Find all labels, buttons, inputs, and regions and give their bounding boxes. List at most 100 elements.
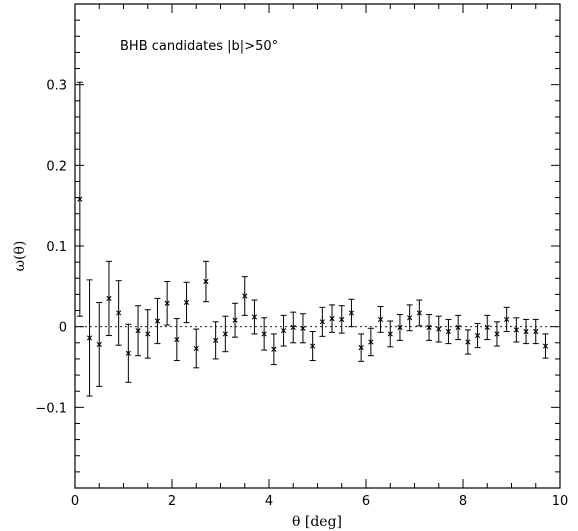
data-point [377,306,384,333]
data-point [76,81,83,317]
data-point [241,276,248,316]
data-point [493,321,500,347]
point-marker [86,335,93,341]
point-marker [358,345,364,351]
point-marker [164,300,170,306]
data-point [202,260,209,303]
chart-annotation: BHB candidates |b|>50° [120,39,278,54]
point-marker [348,310,355,316]
y-tick-label: 0.1 [46,240,67,255]
point-marker [242,293,248,299]
y-tick-label: 0.3 [46,79,67,94]
point-marker [135,328,141,334]
data-point [445,318,452,345]
data-point [115,280,122,346]
point-marker [116,310,122,316]
point-marker [310,343,316,349]
point-marker [96,341,102,348]
data-point [251,299,258,335]
data-point [164,280,171,326]
point-marker [329,316,335,322]
point-marker [183,299,190,306]
point-marker [494,331,500,337]
data-point [290,311,297,344]
y-ticks: −0.1 0 0.1 0.2 0.3 [35,3,560,489]
point-marker [504,316,510,322]
data-point [309,331,316,362]
point-marker [377,316,384,322]
x-tick-label: 4 [265,494,273,509]
data-point [183,281,190,324]
point-marker [280,328,287,334]
point-marker [455,324,461,331]
point-marker [271,346,277,352]
data-point [338,305,345,334]
x-ticks: 0 2 4 6 8 10 [71,4,568,509]
x-tick-label: 10 [552,494,569,509]
point-marker [154,318,161,324]
data-point [105,260,112,337]
point-marker [474,332,481,339]
point-marker [387,331,393,337]
data-point [348,298,355,328]
point-marker [300,325,306,331]
point-marker [290,324,296,331]
point-marker [106,295,112,302]
data-point [513,317,520,343]
point-marker [339,316,345,322]
point-marker [513,327,519,333]
point-marker [484,324,490,331]
data-point [474,322,481,349]
point-marker [222,331,228,337]
data-point [387,320,394,348]
data-point [416,299,423,327]
data-point [232,302,239,338]
data-point [144,309,151,359]
data-point [406,304,413,332]
data-point [503,306,510,333]
data-point [193,328,200,369]
data-point [173,318,180,362]
point-marker [319,319,325,325]
x-tick-label: 8 [459,494,467,509]
data-point [96,301,103,387]
point-marker [261,331,267,337]
y-tick-label: −0.1 [35,401,67,416]
data-point [319,306,326,337]
point-marker [125,350,131,356]
x-tick-label: 0 [71,494,79,509]
data-point [435,315,442,343]
data-point [329,304,336,333]
data-point [86,279,93,397]
point-marker [397,324,403,331]
point-marker [213,337,219,343]
y-axis-label: ω(θ) [12,241,28,272]
data-point [280,314,287,347]
data-point [532,318,539,345]
point-marker [232,317,238,323]
point-marker [193,345,199,352]
point-marker [416,310,422,316]
data-point [125,323,132,383]
data-point [396,314,403,341]
point-marker [368,339,374,345]
data-point [542,333,549,359]
x-tick-label: 2 [168,494,176,509]
point-marker [77,196,83,202]
data-point [135,305,142,357]
point-marker [542,343,549,349]
point-marker [174,336,180,343]
data-point [523,318,530,345]
y-tick-label: 0 [59,321,67,336]
data-point [270,333,277,366]
x-axis-label: θ [deg] [292,514,342,530]
data-point [464,329,471,355]
data-point [484,314,491,341]
data-point [222,315,229,353]
point-marker [407,315,413,321]
plot-frame [74,3,561,489]
data-point [358,333,365,362]
data-point [367,327,374,357]
data-point [154,297,161,345]
point-marker [533,328,539,335]
